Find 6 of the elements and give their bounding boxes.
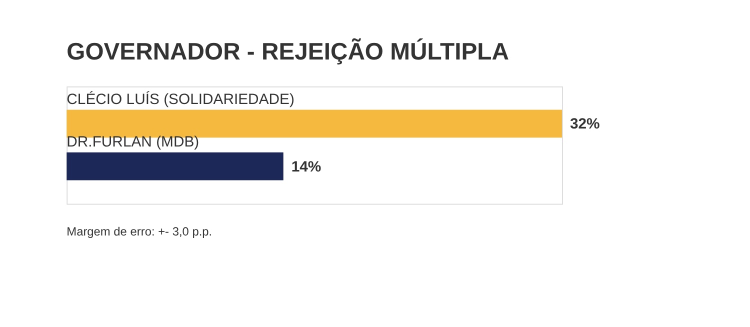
y-tick-label: DR.FURLAN (MDB) (66, 133, 200, 150)
data-label: 32% (570, 116, 600, 133)
y-tick-label: CLÉCIO LUÍS (SOLIDARIEDADE) (66, 90, 294, 108)
chart-title: GOVERNADOR - REJEIÇÃO MÚLTIPLA (66, 37, 509, 66)
data-label: 14% (291, 158, 322, 176)
text: Margem de erro: +- 3,0 p.p. (66, 224, 212, 239)
